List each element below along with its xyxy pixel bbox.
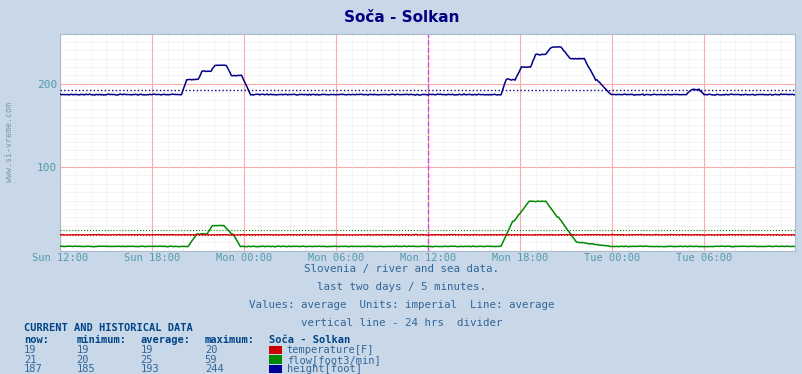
Text: 59: 59 [205, 355, 217, 365]
Text: Soča - Solkan: Soča - Solkan [269, 335, 350, 345]
Text: maximum:: maximum: [205, 335, 254, 345]
Text: CURRENT AND HISTORICAL DATA: CURRENT AND HISTORICAL DATA [24, 323, 192, 333]
Text: 21: 21 [24, 355, 37, 365]
Text: Soča - Solkan: Soča - Solkan [343, 10, 459, 25]
Text: Slovenia / river and sea data.: Slovenia / river and sea data. [304, 264, 498, 274]
Text: height[foot]: height[foot] [286, 364, 361, 374]
Text: 19: 19 [24, 346, 37, 355]
Text: 19: 19 [140, 346, 153, 355]
Text: 19: 19 [76, 346, 89, 355]
Text: minimum:: minimum: [76, 335, 126, 345]
Text: 185: 185 [76, 364, 95, 374]
Text: www.si-vreme.com: www.si-vreme.com [5, 102, 14, 182]
Text: 20: 20 [205, 346, 217, 355]
Text: last two days / 5 minutes.: last two days / 5 minutes. [317, 282, 485, 292]
Text: 187: 187 [24, 364, 43, 374]
Text: 244: 244 [205, 364, 223, 374]
Text: average:: average: [140, 335, 190, 345]
Text: Values: average  Units: imperial  Line: average: Values: average Units: imperial Line: av… [249, 300, 553, 310]
Text: 25: 25 [140, 355, 153, 365]
Text: temperature[F]: temperature[F] [286, 346, 374, 355]
Text: 193: 193 [140, 364, 159, 374]
Text: now:: now: [24, 335, 49, 345]
Text: vertical line - 24 hrs  divider: vertical line - 24 hrs divider [301, 318, 501, 328]
Text: flow[foot3/min]: flow[foot3/min] [286, 355, 380, 365]
Text: 20: 20 [76, 355, 89, 365]
